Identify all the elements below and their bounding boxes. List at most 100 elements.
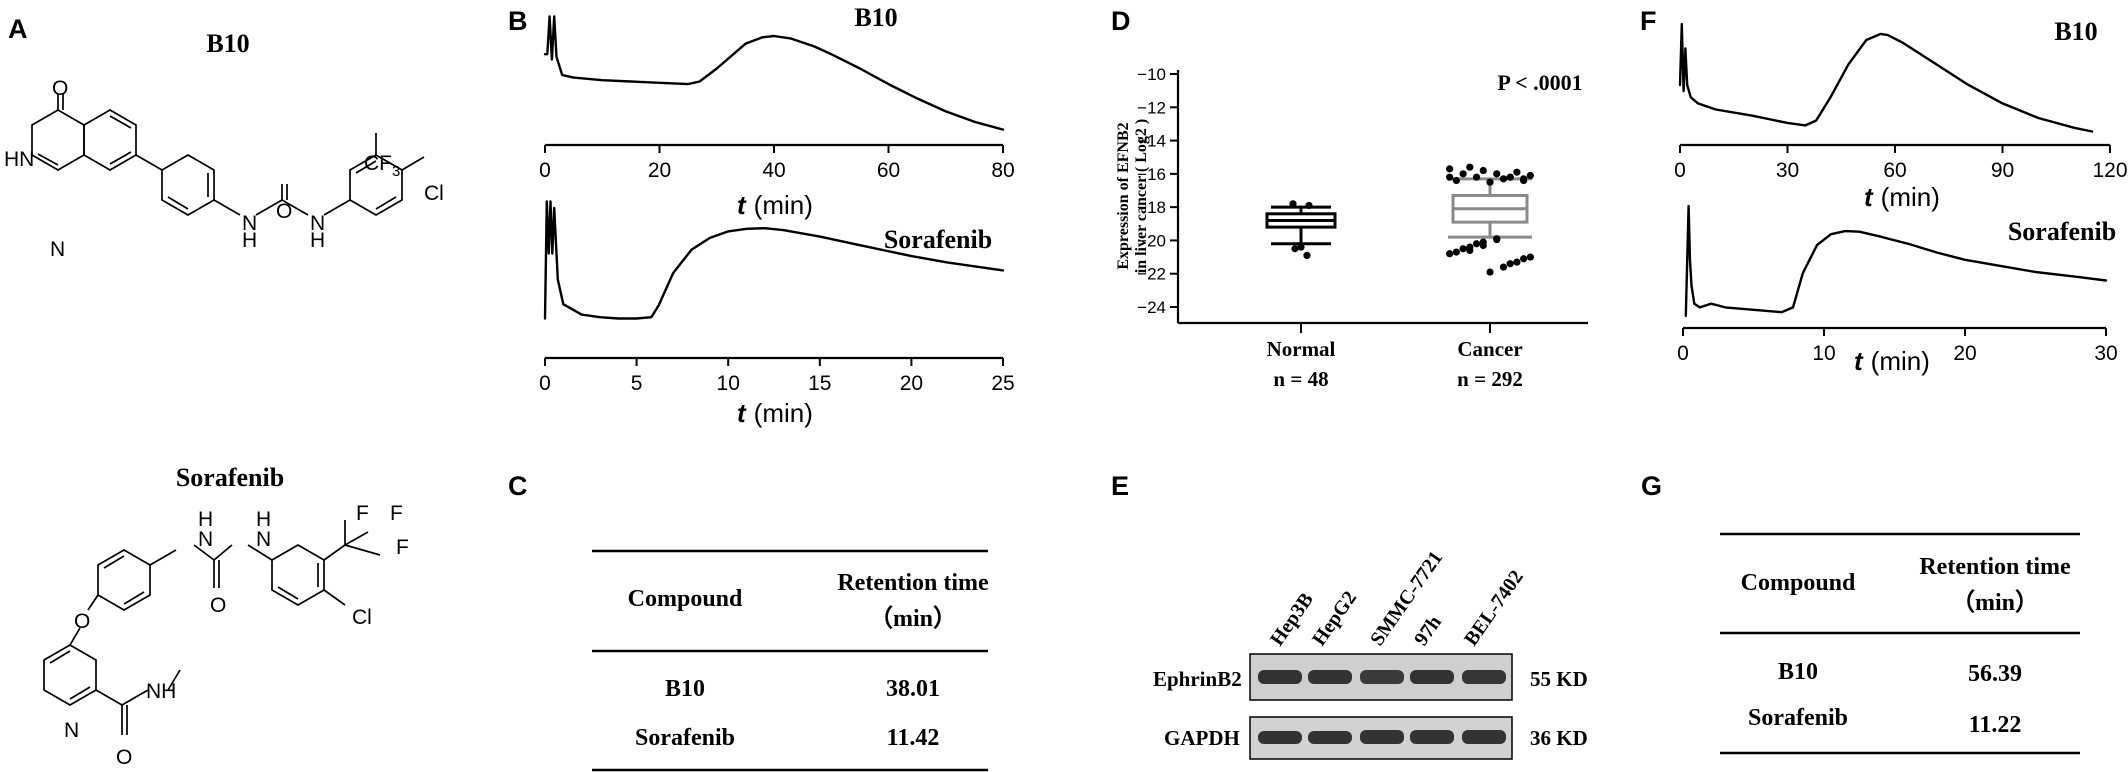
outlier-point	[1305, 201, 1313, 210]
b10-structure	[31, 94, 425, 216]
b10-atom-hn: HN	[4, 148, 34, 171]
x-tick-label: 0	[1674, 159, 1686, 182]
e-blot1-size: 55 KD	[1530, 667, 1588, 691]
b10-atom-o: O	[52, 77, 68, 100]
x-tick-label: 60	[877, 159, 900, 182]
x-tick-label: 30	[1776, 159, 1799, 182]
b10-atom-h2: H	[310, 229, 325, 252]
e-blot2-size: 36 KD	[1530, 726, 1588, 750]
outlier-point	[1486, 268, 1494, 276]
b10-atom-n: N	[50, 238, 65, 261]
outlier-point	[1526, 253, 1534, 261]
b10-atom-cl: Cl	[424, 182, 444, 205]
table-c-row2-compound: Sorafenib	[635, 725, 735, 751]
x-tick-label: 90	[1991, 159, 2014, 182]
chart-b-bottom: 0 5 10 15 20 25	[539, 200, 1015, 395]
x-tick-label: 0	[539, 372, 551, 395]
outlier-point	[1452, 248, 1460, 256]
f-top-title: B10	[2054, 17, 2097, 46]
sorafenib-atom-h1: H	[198, 508, 213, 531]
sorafenib-atom-n2: N	[256, 528, 271, 551]
outlier-point	[1513, 258, 1521, 266]
sorafenib-atom-f1: F	[356, 502, 369, 525]
y-tick-label: −12	[1137, 98, 1166, 117]
outlier-point	[1479, 166, 1487, 175]
series-line	[1684, 204, 2108, 318]
outlier-point	[1303, 251, 1311, 260]
outlier-point	[1446, 250, 1454, 258]
sorafenib-atom-labels: F F F H N H N O O Cl NH N O	[64, 502, 409, 769]
outlier-point	[1291, 245, 1299, 253]
outlier-point	[1520, 176, 1528, 185]
outlier-point	[1459, 170, 1467, 178]
chart-d: −24 −22 −20 −18 −16 −14 −12 −10	[1137, 65, 1588, 333]
table-g-header-rt: Retention time	[1919, 554, 2071, 580]
outlier-point	[1466, 163, 1474, 171]
table-g-row2-compound: Sorafenib	[1748, 705, 1848, 731]
sorafenib-atom-o-amide: O	[116, 746, 132, 769]
series-line	[543, 200, 1005, 320]
sorafenib-atom-n1: N	[198, 528, 213, 551]
x-tick-label: 40	[762, 159, 785, 182]
outlier-point	[1297, 243, 1305, 251]
y-tick-label: −20	[1137, 231, 1166, 250]
b10-atom-n2: N	[310, 212, 325, 235]
b10-atom-h1: H	[242, 229, 257, 252]
y-tick-label: −14	[1137, 132, 1166, 151]
table-c-header-rt-unit: （min）	[869, 605, 957, 632]
x-tick-label: 30	[2094, 342, 2117, 365]
e-lane-4: 97h	[1410, 612, 1446, 650]
b-bottom-xlabel: t (min)	[737, 398, 813, 428]
e-blot-ephrinb2	[1249, 653, 1513, 701]
panel-letter-a: A	[8, 14, 28, 44]
x-tick-label: 10	[717, 372, 740, 395]
x-tick-label: 5	[631, 372, 643, 395]
x-tick-label: 20	[648, 159, 671, 182]
e-blot-gapdh	[1249, 716, 1513, 760]
table-g-row1-compound: B10	[1778, 659, 1818, 685]
outlier-point	[1499, 263, 1508, 271]
table-c-header-rt: Retention time	[837, 570, 989, 596]
panel-letter-b: B	[508, 6, 528, 36]
chart-f-bottom: 0 10 20 30	[1677, 204, 2118, 365]
outlier-point	[1466, 246, 1474, 255]
sorafenib-atom-f3: F	[396, 536, 409, 559]
e-blot1-label: EphrinB2	[1153, 667, 1242, 691]
b-top-xlabel: t (min)	[737, 190, 813, 220]
x-tick-label: 0	[1677, 342, 1689, 365]
b10-atom-cf3: CF3	[364, 152, 400, 180]
d-group2-name: Cancer	[1457, 337, 1522, 361]
outlier-point	[1486, 178, 1494, 186]
sorafenib-atom-cl: Cl	[352, 606, 372, 629]
table-g-row1-time: 56.39	[1968, 661, 2022, 687]
b10-structure-title: B10	[206, 29, 249, 58]
outlier-point	[1472, 240, 1481, 248]
x-tick-label: 60	[1883, 159, 1906, 182]
outlier-point	[1493, 235, 1501, 244]
b-top-title: B10	[854, 3, 897, 32]
table-g-row2-time: 11.22	[1969, 712, 2022, 738]
x-tick-label: 20	[900, 372, 923, 395]
outlier-point	[1526, 171, 1534, 180]
sorafenib-atom-nh: NH	[146, 680, 176, 703]
sorafenib-atom-n-pyridine: N	[64, 719, 79, 742]
table-g-header-rt-unit: （min）	[1951, 589, 2039, 616]
d-ylabel-line1: Expression of EFNB2	[1115, 122, 1132, 269]
table-c-row1-time: 38.01	[886, 676, 940, 702]
sorafenib-atom-o-ether: O	[74, 610, 90, 633]
b10-atom-o-urea: O	[276, 200, 292, 223]
outlier-point	[1459, 245, 1467, 253]
outlier-point	[1506, 173, 1514, 181]
y-tick-label: −24	[1137, 298, 1166, 317]
e-lane-labels: Hep3B HepG2 SMMC-7721 97h BEL-7402	[1266, 547, 1528, 650]
x-tick-label: 10	[1812, 342, 1835, 365]
sorafenib-structure-title: Sorafenib	[176, 463, 284, 492]
d-group1-n: n = 48	[1273, 367, 1328, 391]
table-c-row2-time: 11.42	[887, 725, 940, 751]
outlier-point	[1446, 173, 1454, 181]
x-tick-label: 80	[991, 159, 1014, 182]
outlier-point	[1289, 200, 1297, 208]
chart-f-top: 0 30 60 90 120	[1674, 22, 2128, 182]
table-g: Compound Retention time （min） B10 56.39 …	[1720, 532, 2080, 755]
